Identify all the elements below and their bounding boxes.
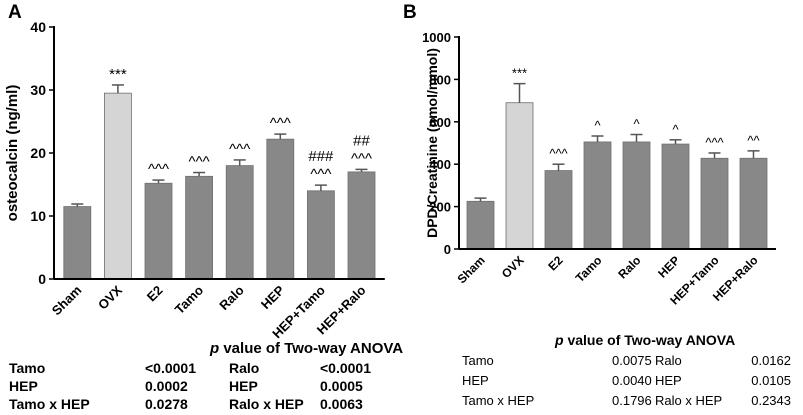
panel-label: B — [403, 2, 417, 23]
x-tick-label: Sham — [49, 283, 85, 319]
anova-cell: 0.0005 — [320, 378, 363, 394]
anova-cell: HEP — [229, 378, 258, 394]
significance-label: *** — [109, 66, 127, 83]
y-axis-label: DPD/Creatinine (nmol/mmol) — [424, 48, 440, 238]
anova-cell: HEP — [9, 378, 38, 394]
bar-hep-tamo — [700, 157, 729, 250]
chart-panel-a: ASham***OVX^^^E2^^^Tamo^^^Ralo^^^HEP###^… — [4, 2, 403, 412]
anova-cell: 0.0040 — [612, 373, 652, 388]
anova-title: p value of Two-way ANOVA — [554, 332, 735, 348]
bar-tamo — [583, 141, 612, 250]
anova-cell: <0.0001 — [320, 360, 371, 376]
significance-label: *** — [512, 66, 527, 81]
y-axis-label: osteocalcin (ng/ml) — [4, 85, 21, 222]
y-tick-label: 10 — [30, 208, 46, 224]
anova-cell: <0.0001 — [145, 360, 196, 376]
significance-label: ^^^ — [189, 154, 210, 171]
significance-label: ^^^ — [148, 161, 169, 178]
bar-ralo — [622, 141, 651, 250]
y-tick-label: 0 — [38, 271, 46, 287]
anova-cell: 0.0162 — [751, 353, 791, 368]
x-tick-label: E2 — [545, 253, 566, 274]
anova-cell: 0.2343 — [751, 393, 791, 408]
y-tick-label: 40 — [30, 19, 46, 35]
bar-sham — [63, 206, 92, 280]
bar-hep-tamo — [306, 190, 335, 280]
y-tick-label: 0 — [444, 242, 451, 257]
x-tick-label: Ralo — [216, 282, 247, 313]
anova-cell: 0.0075 — [612, 353, 652, 368]
anova-cell: Ralo x HEP — [655, 393, 722, 408]
x-tick-label: E2 — [144, 283, 166, 305]
panel-label: A — [8, 2, 22, 23]
significance-label: ^^^ — [705, 135, 724, 150]
x-tick-label: OVX — [95, 282, 125, 312]
x-tick-label: Tamo — [573, 253, 605, 285]
anova-cell: Ralo x HEP — [229, 396, 304, 412]
x-tick-label: HEP — [258, 282, 288, 312]
anova-cell: Tamo x HEP — [462, 393, 534, 408]
bar-sham — [466, 200, 495, 250]
chart-panel-b: BSham***OVX^^^E2^Tamo^Ralo^HEP^^^HEP+Tam… — [403, 2, 791, 408]
anova-cell: 0.1796 — [612, 393, 652, 408]
anova-cell: 0.0105 — [751, 373, 791, 388]
bar-ovx — [104, 92, 132, 280]
x-tick-label: HEP — [655, 253, 682, 280]
significance-label: ^ — [672, 122, 679, 137]
x-tick-label: OVX — [499, 253, 527, 281]
anova-cell: 0.0278 — [145, 396, 188, 412]
anova-cell: Tamo — [462, 353, 494, 368]
y-tick-label: 600 — [429, 115, 451, 130]
anova-table: p value of Two-way ANOVA Tamo <0.0001 Ralo <… — [9, 340, 403, 412]
significance-label: ^^^ — [549, 146, 568, 161]
significance-label: ^^^ — [310, 166, 331, 183]
y-tick-label: 20 — [30, 145, 46, 161]
bar-e2 — [544, 170, 573, 250]
significance-label: ^ — [594, 118, 601, 133]
y-tick-label: 200 — [429, 200, 451, 215]
anova-cell: Ralo — [655, 353, 682, 368]
bar-hep — [661, 143, 690, 250]
anova-cell: HEP — [655, 373, 682, 388]
anova-cell: 0.0002 — [145, 378, 188, 394]
anova-cell: 0.0063 — [320, 396, 363, 412]
bar-tamo — [185, 175, 214, 280]
anova-cell: Ralo — [229, 360, 259, 376]
significance-label: ^^^ — [270, 115, 291, 132]
bar-hep-ralo — [739, 157, 768, 250]
bar-hep-ralo — [347, 171, 376, 280]
y-tick-label: 400 — [429, 157, 451, 172]
y-tick-label: 800 — [429, 72, 451, 87]
bar-hep — [266, 138, 295, 280]
x-tick-label: Sham — [455, 253, 488, 286]
significance-label: ^^ — [747, 133, 760, 148]
anova-title: p value of Two-way ANOVA — [209, 340, 403, 357]
bar-e2 — [144, 182, 173, 280]
significance-label: ^^^ — [229, 141, 250, 158]
y-tick-label: 30 — [30, 82, 46, 98]
anova-cell: HEP — [462, 373, 489, 388]
significance-label: ^ — [633, 117, 640, 132]
anova-cell: Tamo x HEP — [9, 396, 90, 412]
bar-ralo — [225, 165, 254, 280]
x-tick-label: Ralo — [615, 253, 643, 281]
bar-ovx — [505, 102, 534, 250]
significance-label: ### — [308, 148, 334, 165]
significance-label: ## — [353, 132, 370, 149]
x-tick-label: Tamo — [172, 282, 206, 316]
anova-cell: Tamo — [9, 360, 45, 376]
significance-label: ^^^ — [351, 150, 372, 167]
y-tick-label: 1000 — [422, 30, 451, 45]
